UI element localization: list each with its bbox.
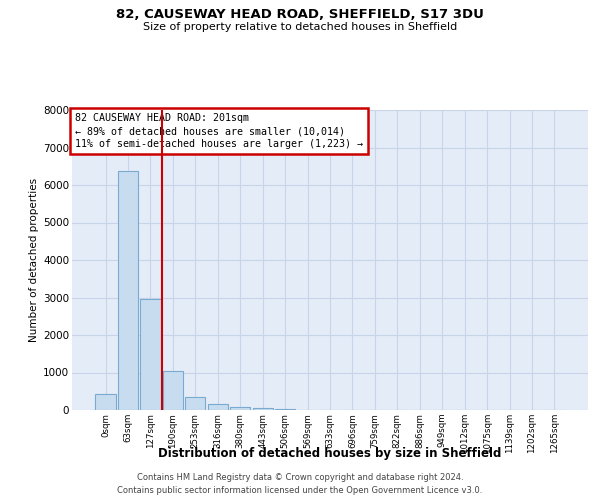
Bar xyxy=(163,370,183,410)
Bar xyxy=(208,404,228,410)
Y-axis label: Number of detached properties: Number of detached properties xyxy=(29,178,39,342)
Bar xyxy=(230,407,250,410)
Text: Distribution of detached houses by size in Sheffield: Distribution of detached houses by size … xyxy=(158,448,502,460)
Text: Size of property relative to detached houses in Sheffield: Size of property relative to detached ho… xyxy=(143,22,457,32)
Bar xyxy=(185,397,205,410)
Bar xyxy=(140,300,161,410)
Text: 82, CAUSEWAY HEAD ROAD, SHEFFIELD, S17 3DU: 82, CAUSEWAY HEAD ROAD, SHEFFIELD, S17 3… xyxy=(116,8,484,20)
Bar xyxy=(95,394,116,410)
Text: Contains HM Land Registry data © Crown copyright and database right 2024.
Contai: Contains HM Land Registry data © Crown c… xyxy=(118,474,482,495)
Bar xyxy=(118,171,138,410)
Bar xyxy=(253,408,273,410)
Bar xyxy=(275,409,295,410)
Text: 82 CAUSEWAY HEAD ROAD: 201sqm
← 89% of detached houses are smaller (10,014)
11% : 82 CAUSEWAY HEAD ROAD: 201sqm ← 89% of d… xyxy=(74,113,362,150)
